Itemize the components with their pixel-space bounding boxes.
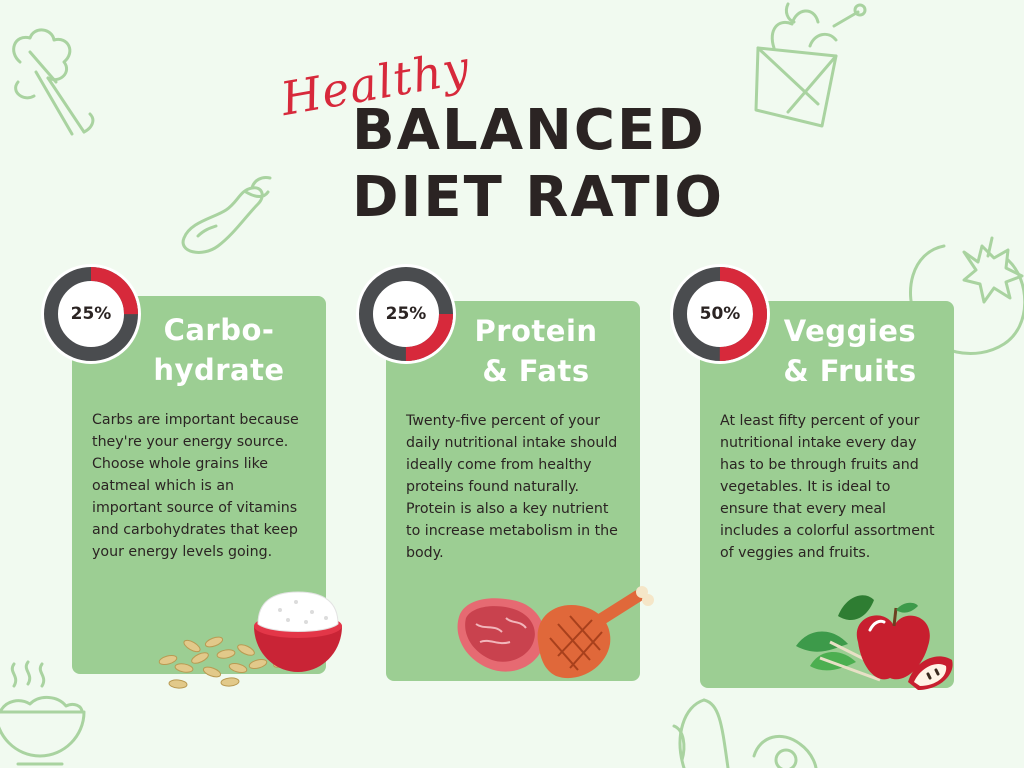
steaming-bowl-icon (0, 660, 86, 766)
card-heading-line: & Fats (482, 354, 590, 388)
steak-and-drumstick-icon (457, 586, 654, 679)
card-heading: Veggies & Fruits (772, 311, 928, 391)
card-heading-line: Veggies (783, 314, 917, 348)
card-heading: Protein & Fats (458, 311, 614, 391)
card-heading-line: hydrate (153, 353, 285, 387)
eggplant-icon (181, 176, 272, 254)
percent-donut: 25% (356, 264, 456, 364)
card-heading: Carbo- hydrate (144, 310, 294, 390)
card-heading-line: Carbo- (163, 313, 275, 347)
donut-fill-arc (44, 267, 138, 361)
card-heading-line: & Fruits (783, 354, 917, 388)
card-carbohydrate: Carbo- hydrate Carbs are important becau… (72, 296, 326, 674)
tomato-icon (909, 236, 1024, 356)
donut-fill-arc (673, 267, 767, 361)
card-body: Carbs are important because they're your… (92, 412, 299, 560)
card-body: At least fifty percent of your nutrition… (720, 413, 935, 561)
percent-label: 50% (699, 304, 741, 324)
title-area: Healthy BALANCED DIET RATIO (0, 0, 1024, 240)
grocery-bag-icon (754, 2, 867, 128)
card-heading-line: Protein (474, 314, 598, 348)
title-line-1: BALANCED (352, 98, 706, 163)
percent-donut: 25% (41, 264, 141, 364)
percent-donut: 50% (670, 264, 770, 364)
donut-fill-arc (359, 267, 453, 361)
percent-label: 25% (385, 304, 427, 324)
percent-label: 25% (70, 304, 112, 324)
avocado-icon (672, 698, 818, 768)
card-body: Twenty-five percent of your daily nutrit… (406, 413, 618, 561)
title-line-2: DIET RATIO (352, 165, 725, 230)
apple-and-greens-icon (796, 595, 953, 690)
rice-bowl-and-oats-icon (158, 591, 342, 689)
lettuce-icon (12, 28, 95, 136)
